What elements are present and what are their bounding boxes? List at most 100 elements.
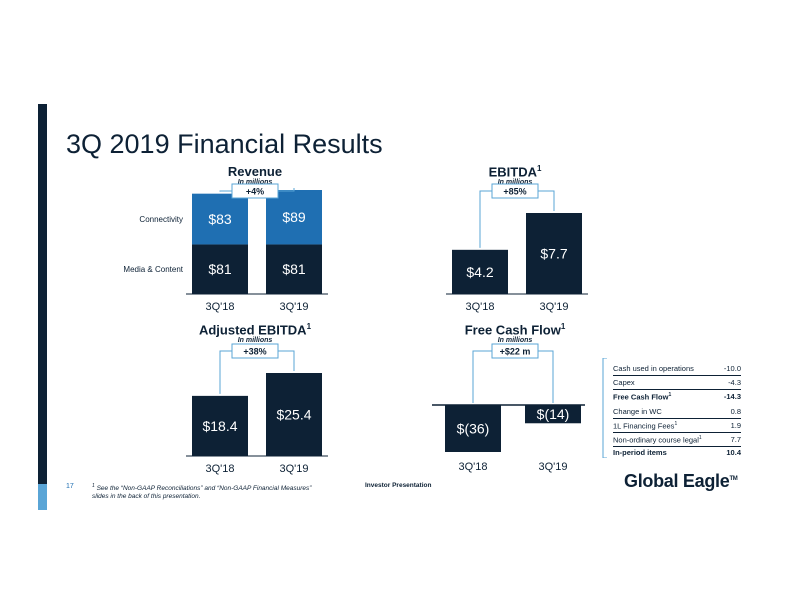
row-label: Change in WC bbox=[613, 407, 662, 416]
data-label: $4.2 bbox=[466, 264, 493, 280]
data-label: $81 bbox=[208, 261, 232, 277]
revenue-title-text: Revenue bbox=[227, 164, 283, 179]
adj-ebitda-title-text: Adjusted EBITDA bbox=[198, 322, 307, 338]
row-label: Capex bbox=[613, 378, 635, 387]
data-label: $25.4 bbox=[276, 407, 311, 423]
ebitda-chart-title: EBITDA1 bbox=[470, 164, 560, 179]
change-box bbox=[491, 343, 539, 359]
category-label: 3Q'18 bbox=[205, 301, 234, 313]
data-label: $83 bbox=[208, 211, 232, 227]
page-number: 17 bbox=[66, 483, 74, 490]
change-bracket-right bbox=[278, 188, 295, 192]
category-label: 3Q'19 bbox=[538, 461, 567, 473]
adj-ebitda-title-footnote: 1 bbox=[306, 322, 312, 331]
row-value: 10.4 bbox=[726, 448, 741, 457]
change-bracket-left bbox=[219, 190, 232, 192]
sidebar-accent-dark bbox=[38, 104, 47, 484]
data-label: $89 bbox=[282, 209, 306, 225]
adj-ebitda-chart-title: Adjusted EBITDA1 bbox=[190, 322, 320, 337]
row-value: -14.3 bbox=[723, 392, 741, 401]
series-label: Media & Content bbox=[123, 265, 183, 274]
row-label: In-period items bbox=[613, 448, 667, 457]
revenue-chart: $81 $83 $81 $89 Media & Content Connectivity 3… bbox=[123, 183, 328, 313]
bar-adj-ebitda-1 bbox=[266, 373, 322, 456]
change-bracket-left bbox=[472, 350, 492, 403]
data-label: $7.7 bbox=[540, 246, 567, 262]
revenue-chart-title: Revenue bbox=[210, 164, 300, 179]
table-row: Non-ordinary course legal1 7.7 bbox=[613, 434, 741, 447]
bar-ebitda-0 bbox=[452, 249, 508, 294]
adj-ebitda-chart: $18.4 $25.4 3Q'18 3Q'19 +38% bbox=[186, 343, 328, 475]
row-value: 7.7 bbox=[730, 435, 741, 444]
series-label: Connectivity bbox=[139, 215, 183, 224]
table-row: Change in WC 0.8 bbox=[613, 406, 741, 419]
change-bracket-right bbox=[278, 350, 295, 371]
bar-fcf-1 bbox=[525, 405, 581, 424]
fcf-title-footnote: 1 bbox=[560, 322, 566, 331]
row-value: -10.0 bbox=[723, 364, 741, 373]
fcf-title-text: Free Cash Flow bbox=[464, 322, 561, 338]
data-label: $(14) bbox=[537, 406, 570, 422]
category-label: 3Q'18 bbox=[205, 463, 234, 475]
category-label: 3Q'18 bbox=[465, 301, 494, 313]
footnote-marker: 1 bbox=[92, 483, 95, 489]
table-row: 1L Financing Fees1 1.9 bbox=[613, 420, 741, 433]
adj-ebitda-chart-subtitle: In millions bbox=[237, 337, 273, 344]
sidebar-accent-light bbox=[38, 484, 47, 510]
table-row: Free Cash Flow1 -14.3 bbox=[613, 391, 741, 403]
table-row: Cash used in operations -10.0 bbox=[613, 363, 741, 376]
bar-revenue-0-0 bbox=[192, 244, 248, 294]
data-label: $18.4 bbox=[202, 418, 237, 434]
change-label: +38% bbox=[243, 347, 266, 357]
fcf-chart-subtitle: In millions bbox=[497, 337, 533, 344]
bar-revenue-1-0 bbox=[192, 193, 248, 245]
change-box bbox=[491, 183, 539, 199]
row-label: 1L Financing Fees1 bbox=[613, 421, 678, 431]
ebitda-chart: $4.2 $7.7 3Q'18 3Q'19 +85% bbox=[446, 183, 588, 313]
presentation-label: Investor Presentation bbox=[365, 482, 432, 489]
bar-ebitda-1 bbox=[526, 213, 582, 294]
footnote-text: See the “Non-GAAP Reconciliations” and “… bbox=[92, 485, 312, 501]
category-label: 3Q'19 bbox=[279, 301, 308, 313]
page-title: 3Q 2019 Financial Results bbox=[66, 129, 383, 159]
bar-adj-ebitda-0 bbox=[192, 395, 248, 456]
row-value: 1.9 bbox=[730, 421, 741, 430]
row-label: Non-ordinary course legal1 bbox=[613, 435, 702, 445]
bar-revenue-0-1 bbox=[266, 244, 322, 294]
category-label: 3Q'18 bbox=[458, 461, 487, 473]
ebitda-chart-subtitle: In millions bbox=[497, 179, 533, 186]
category-label: 3Q'19 bbox=[279, 463, 308, 475]
fcf-chart-title: Free Cash Flow1 bbox=[450, 322, 580, 337]
change-label: +4% bbox=[246, 187, 264, 197]
row-footnote-marker: 1 bbox=[698, 435, 702, 441]
change-bracket-left bbox=[479, 190, 492, 248]
change-bracket-left bbox=[219, 350, 232, 394]
row-value: -4.3 bbox=[728, 378, 741, 387]
row-value: 0.8 bbox=[730, 407, 741, 416]
logo-text: Global Eagle bbox=[624, 471, 730, 491]
change-label: +85% bbox=[503, 187, 526, 197]
ebitda-title-footnote: 1 bbox=[536, 164, 542, 173]
footnote: 1 See the “Non-GAAP Reconciliations” and… bbox=[92, 482, 322, 501]
change-bracket-right bbox=[538, 190, 555, 211]
table-row: Capex -4.3 bbox=[613, 377, 741, 390]
change-label: +$22 m bbox=[500, 347, 531, 357]
row-footnote-marker: 1 bbox=[674, 421, 678, 427]
ebitda-title-text: EBITDA bbox=[488, 164, 537, 180]
data-label: $(36) bbox=[457, 421, 490, 437]
data-label: $81 bbox=[282, 261, 306, 277]
category-label: 3Q'19 bbox=[539, 301, 568, 313]
revenue-chart-subtitle: In millions bbox=[237, 179, 273, 186]
change-box bbox=[231, 343, 279, 359]
logo-tm: TM bbox=[729, 476, 738, 482]
row-footnote-marker: 1 bbox=[668, 392, 672, 398]
row-label: Cash used in operations bbox=[613, 364, 694, 373]
change-bracket-right bbox=[538, 350, 554, 403]
change-box bbox=[231, 183, 279, 199]
table-row: In-period items 10.4 bbox=[613, 447, 741, 459]
row-label: Free Cash Flow1 bbox=[613, 392, 672, 402]
bar-fcf-0 bbox=[445, 405, 501, 452]
fcf-chart: $(36) $(14) 3Q'18 3Q'19 +$22 m bbox=[432, 343, 585, 473]
global-eagle-logo: Global EagleTM bbox=[624, 471, 738, 492]
